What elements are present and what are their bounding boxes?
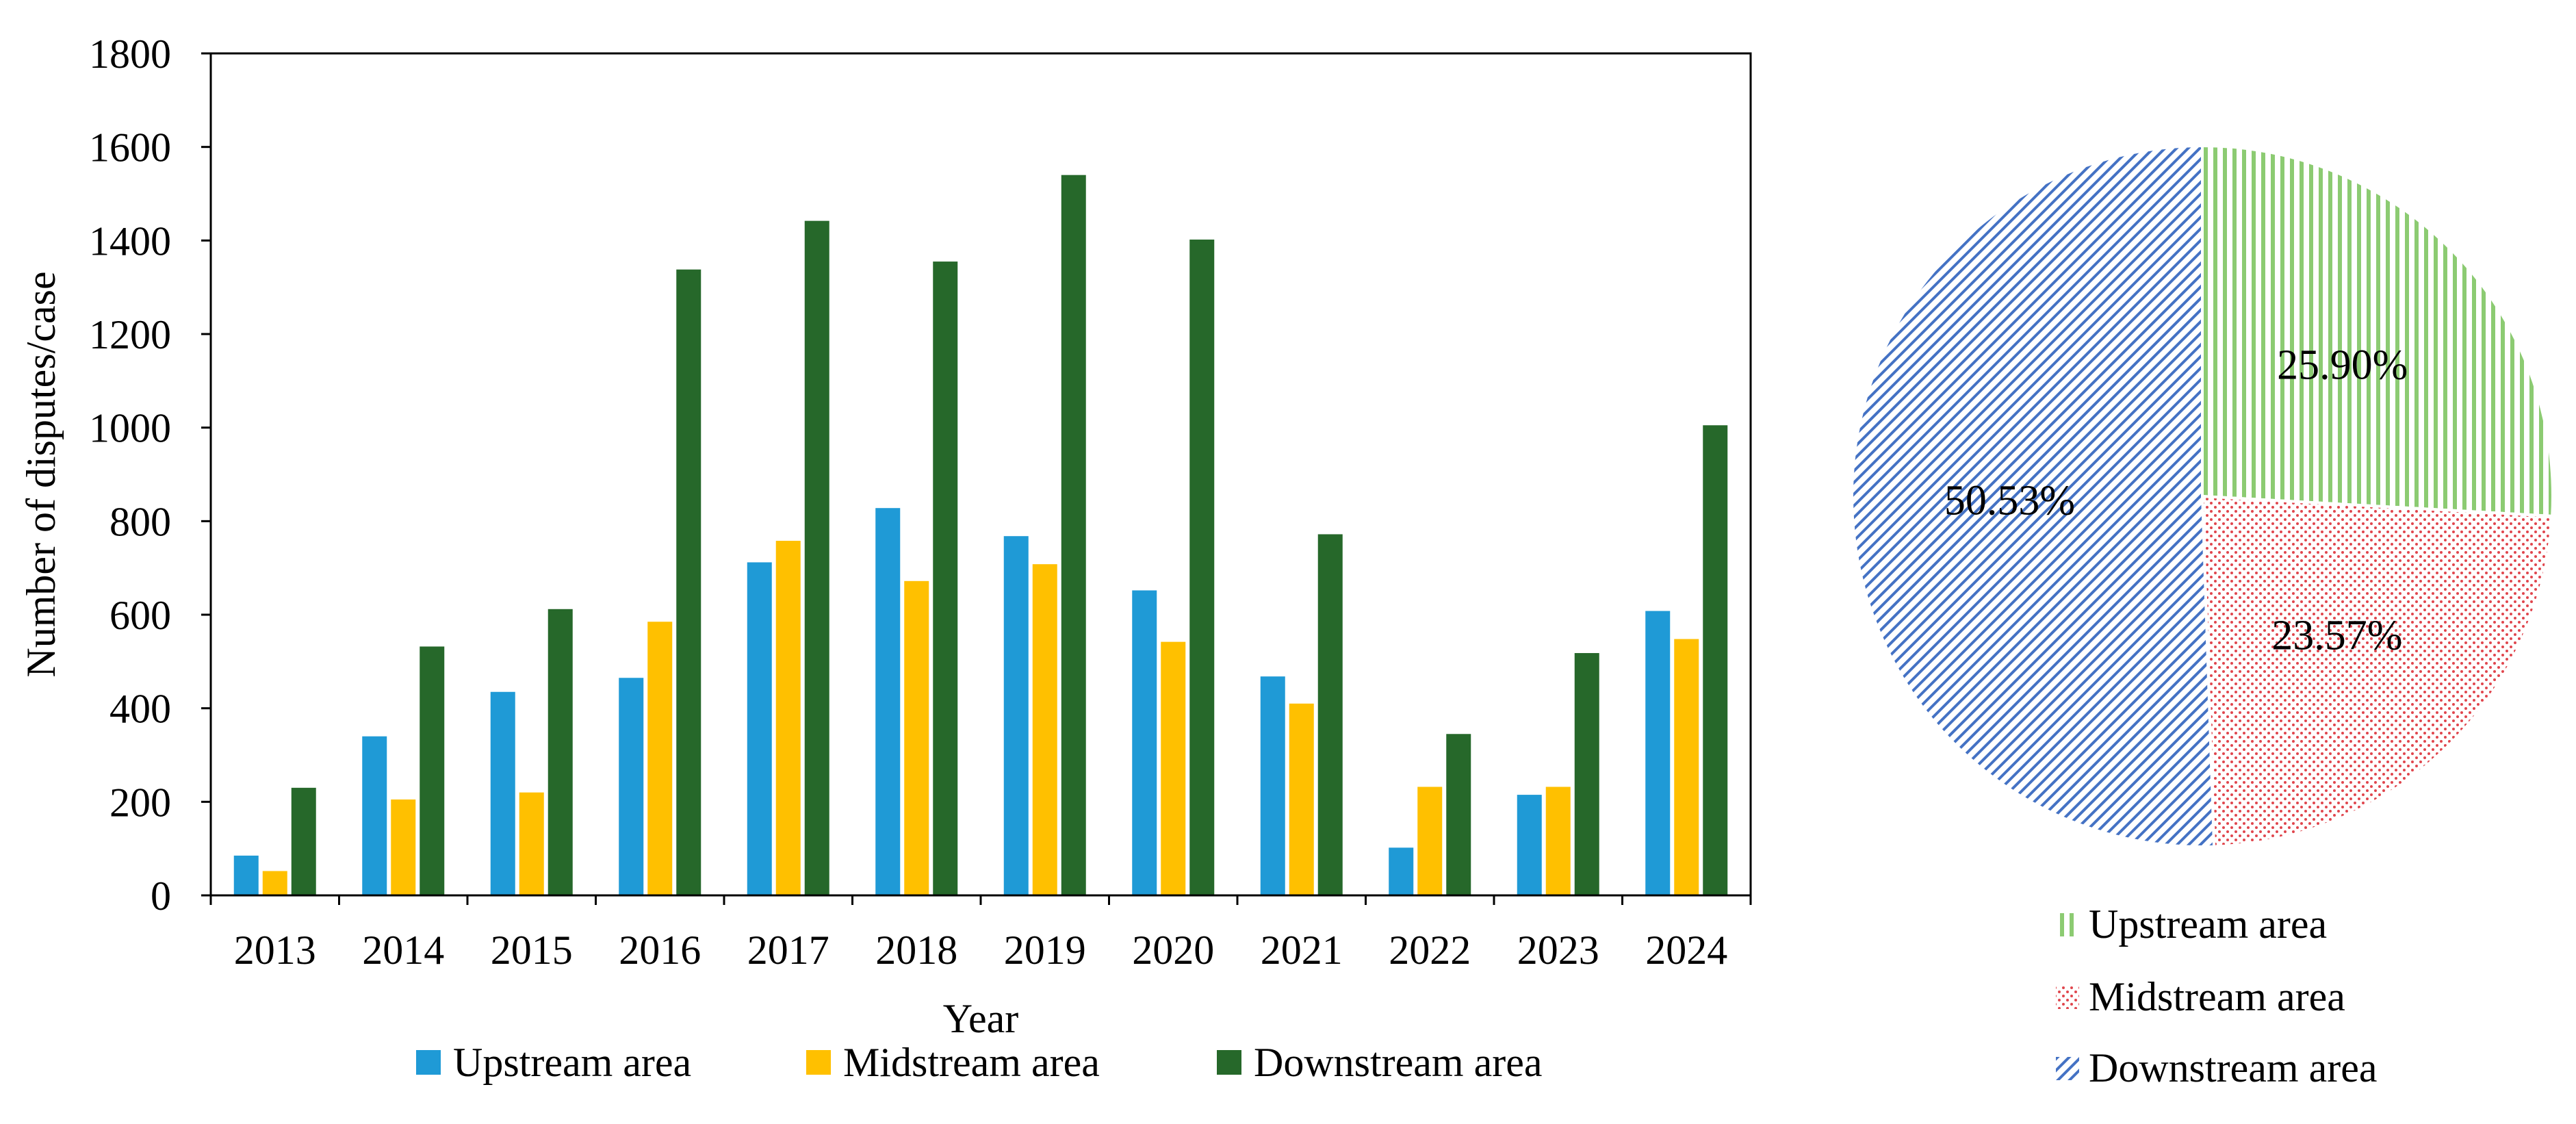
pie-legend-swatch-upstream-area — [2056, 913, 2079, 936]
bar-downstream-area-2017 — [804, 220, 829, 896]
x-tick-label: 2021 — [1261, 928, 1343, 973]
bar-midstream-area-2018 — [904, 580, 929, 895]
bar-upstream-area-2014 — [362, 736, 387, 895]
pie-legend: Upstream area Midstream area Downstream ar… — [2056, 902, 2377, 1090]
bar-midstream-area-2019 — [1032, 564, 1057, 895]
bar-midstream-area-2023 — [1545, 787, 1571, 895]
bar-upstream-area-2016 — [619, 678, 644, 895]
pie-slice-upstream-area — [2201, 144, 2554, 518]
pie-slice-downstream-area — [1851, 144, 2216, 848]
bar-marks — [233, 175, 1728, 896]
plot-frame — [209, 52, 1752, 897]
x-tick-label: 2022 — [1389, 928, 1471, 973]
bar-midstream-area-2016 — [647, 622, 673, 895]
bar-upstream-area-2019 — [1003, 536, 1029, 895]
x-tick-label: 2013 — [234, 928, 316, 973]
pie-label-downstream-area: 50.53% — [1944, 478, 2075, 524]
y-tick-label: 1600 — [89, 125, 171, 170]
x-tick-label: 2016 — [619, 928, 701, 973]
bar-midstream-area-2013 — [262, 871, 287, 895]
bar-upstream-area-2013 — [233, 855, 259, 895]
y-axis-title: Number of disputes/case — [18, 271, 64, 677]
x-tick-label: 2017 — [747, 928, 829, 973]
bar-midstream-area-2022 — [1417, 787, 1443, 895]
bar-downstream-area-2016 — [676, 269, 701, 895]
legend-swatch-midstream-area — [806, 1050, 831, 1075]
bar-midstream-area-2021 — [1289, 703, 1314, 895]
bar-downstream-area-2022 — [1446, 734, 1471, 895]
x-tick-label: 2018 — [875, 928, 957, 973]
y-tick-label: 1800 — [89, 31, 171, 77]
bar-downstream-area-2015 — [548, 609, 573, 895]
pie-labels: 25.90% 23.57% 50.53% — [1944, 342, 2408, 659]
bar-upstream-area-2024 — [1645, 611, 1671, 895]
bar-upstream-area-2018 — [875, 508, 901, 895]
pie-legend-label-downstream-area: Downstream area — [2089, 1045, 2377, 1090]
pie-slice-midstream-area — [2200, 494, 2554, 848]
pie-chart: 25.90% 23.57% 50.53% Upstream area Midstrea… — [1851, 144, 2554, 1090]
pie-legend-swatch-midstream-area — [2056, 986, 2079, 1009]
bar-midstream-area-2024 — [1674, 639, 1699, 895]
y-tick-label: 1400 — [89, 218, 171, 264]
x-tick-label: 2023 — [1517, 928, 1599, 973]
x-tick-label: 2014 — [362, 928, 444, 973]
x-tick-label: 2015 — [491, 928, 573, 973]
bar-downstream-area-2020 — [1189, 239, 1215, 895]
y-axis-ticks: 0 200 400 600 800 1000 1200 1400 1600 1800 — [89, 31, 211, 919]
x-tick-label: 2019 — [1004, 928, 1086, 973]
y-tick-label: 400 — [110, 687, 171, 732]
pie-slices — [1851, 144, 2554, 848]
legend-label-upstream-area: Upstream area — [453, 1040, 691, 1085]
bar-midstream-area-2020 — [1161, 641, 1186, 895]
legend-label-midstream-area: Midstream area — [843, 1040, 1100, 1085]
y-tick-label: 800 — [110, 499, 171, 544]
bar-upstream-area-2017 — [747, 562, 772, 895]
bar-downstream-area-2013 — [291, 787, 316, 895]
pie-legend-label-midstream-area: Midstream area — [2089, 974, 2345, 1019]
bar-upstream-area-2022 — [1389, 847, 1414, 895]
y-tick-label: 0 — [151, 873, 171, 919]
bar-upstream-area-2020 — [1132, 590, 1157, 895]
bar-downstream-area-2018 — [933, 261, 958, 895]
bar-downstream-area-2014 — [420, 646, 445, 895]
bar-downstream-area-2024 — [1703, 425, 1728, 895]
bar-midstream-area-2017 — [775, 541, 801, 895]
pie-label-midstream-area: 23.57% — [2271, 612, 2402, 659]
bar-midstream-area-2015 — [519, 792, 544, 895]
x-tick-label: 2024 — [1645, 928, 1727, 973]
pie-label-upstream-area: 25.90% — [2277, 342, 2408, 389]
bar-midstream-area-2014 — [391, 799, 416, 895]
bar-downstream-area-2021 — [1317, 534, 1343, 895]
bar-legend: Upstream area Midstream area Downstream ar… — [416, 1040, 1542, 1085]
y-tick-label: 1200 — [89, 312, 171, 357]
bar-upstream-area-2023 — [1517, 795, 1542, 895]
legend-swatch-downstream-area — [1217, 1050, 1241, 1075]
pie-legend-swatch-downstream-area — [2056, 1057, 2079, 1080]
legend-label-downstream-area: Downstream area — [1254, 1040, 1542, 1085]
pie-legend-label-upstream-area: Upstream area — [2089, 902, 2327, 947]
bar-downstream-area-2023 — [1574, 653, 1599, 895]
bar-upstream-area-2021 — [1260, 676, 1285, 895]
x-axis-title: Year — [943, 996, 1019, 1041]
x-axis-ticks: 2013 2014 2015 2016 2017 2018 2019 2020 2021 2022… — [209, 895, 1752, 973]
y-tick-label: 600 — [110, 593, 171, 638]
legend-swatch-upstream-area — [416, 1050, 441, 1075]
bar-downstream-area-2019 — [1061, 175, 1086, 896]
x-tick-label: 2020 — [1132, 928, 1214, 973]
y-tick-label: 1000 — [89, 406, 171, 451]
y-tick-label: 200 — [110, 780, 171, 825]
bar-upstream-area-2015 — [490, 691, 515, 895]
